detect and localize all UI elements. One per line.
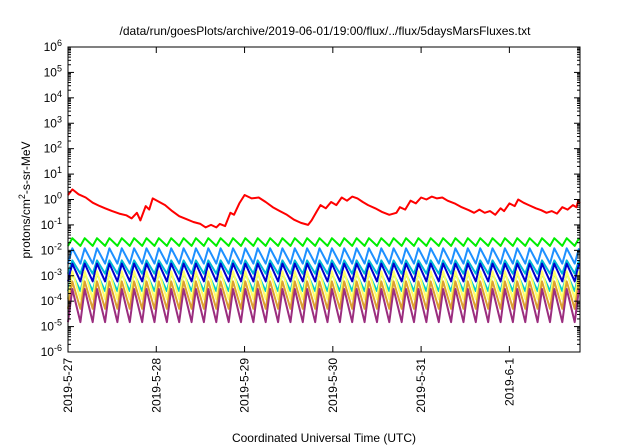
y-tick-label: 105 bbox=[44, 63, 62, 79]
x-tick-label: 2019-5-29 bbox=[238, 358, 252, 413]
y-tick-label: 100 bbox=[44, 191, 62, 207]
x-tick-label: 2019-6-1 bbox=[502, 358, 516, 406]
series-line-2 bbox=[67, 247, 580, 265]
series-line-3 bbox=[67, 259, 580, 275]
y-axis-label-superscript: 2 bbox=[17, 194, 27, 199]
y-axis-label: protons/cm2-s-sr-MeV bbox=[17, 141, 33, 258]
y-tick-label: 10-5 bbox=[41, 318, 62, 334]
y-tick-label: 10-1 bbox=[41, 216, 62, 232]
y-tick-label: 10-6 bbox=[41, 343, 62, 359]
x-tick-label: 2019-5-28 bbox=[149, 358, 163, 413]
x-axis-ticks: 2019-5-27 2019-5-28 2019-5-29 2019-5-30 2019… bbox=[61, 47, 516, 413]
y-tick-label: 10-4 bbox=[41, 292, 62, 308]
x-axis-label: Coordinated Universal Time (UTC) bbox=[232, 431, 416, 445]
series-line-1 bbox=[67, 237, 580, 247]
chart-title: /data/run/goesPlots/archive/2019-06-01/1… bbox=[120, 24, 532, 38]
y-axis-ticks: 10-6 10-5 10-4 10-3 10-2 10-1 100 101 102 103 104 1… bbox=[41, 38, 580, 359]
y-axis-label-main: protons/cm bbox=[19, 199, 33, 258]
y-tick-label: 102 bbox=[44, 140, 62, 156]
x-tick-label: 2019-5-31 bbox=[414, 358, 428, 413]
y-tick-label: 103 bbox=[44, 114, 62, 130]
series-line-8 bbox=[67, 288, 580, 324]
series-line-7 bbox=[67, 280, 580, 310]
y-tick-label: 10-3 bbox=[41, 267, 62, 283]
y-tick-label: 104 bbox=[44, 89, 62, 105]
y-axis-label-rest: -s-sr-MeV bbox=[19, 141, 33, 194]
y-tick-label: 101 bbox=[44, 165, 62, 181]
x-tick-label: 2019-5-27 bbox=[61, 358, 75, 413]
y-tick-label: 106 bbox=[44, 38, 62, 54]
plot-series bbox=[67, 188, 581, 324]
series-line-4 bbox=[67, 262, 580, 283]
series-line-0 bbox=[67, 188, 581, 229]
series-line-6 bbox=[67, 270, 580, 301]
y-tick-label: 10-2 bbox=[41, 241, 62, 257]
x-tick-label: 2019-5-30 bbox=[326, 358, 340, 413]
